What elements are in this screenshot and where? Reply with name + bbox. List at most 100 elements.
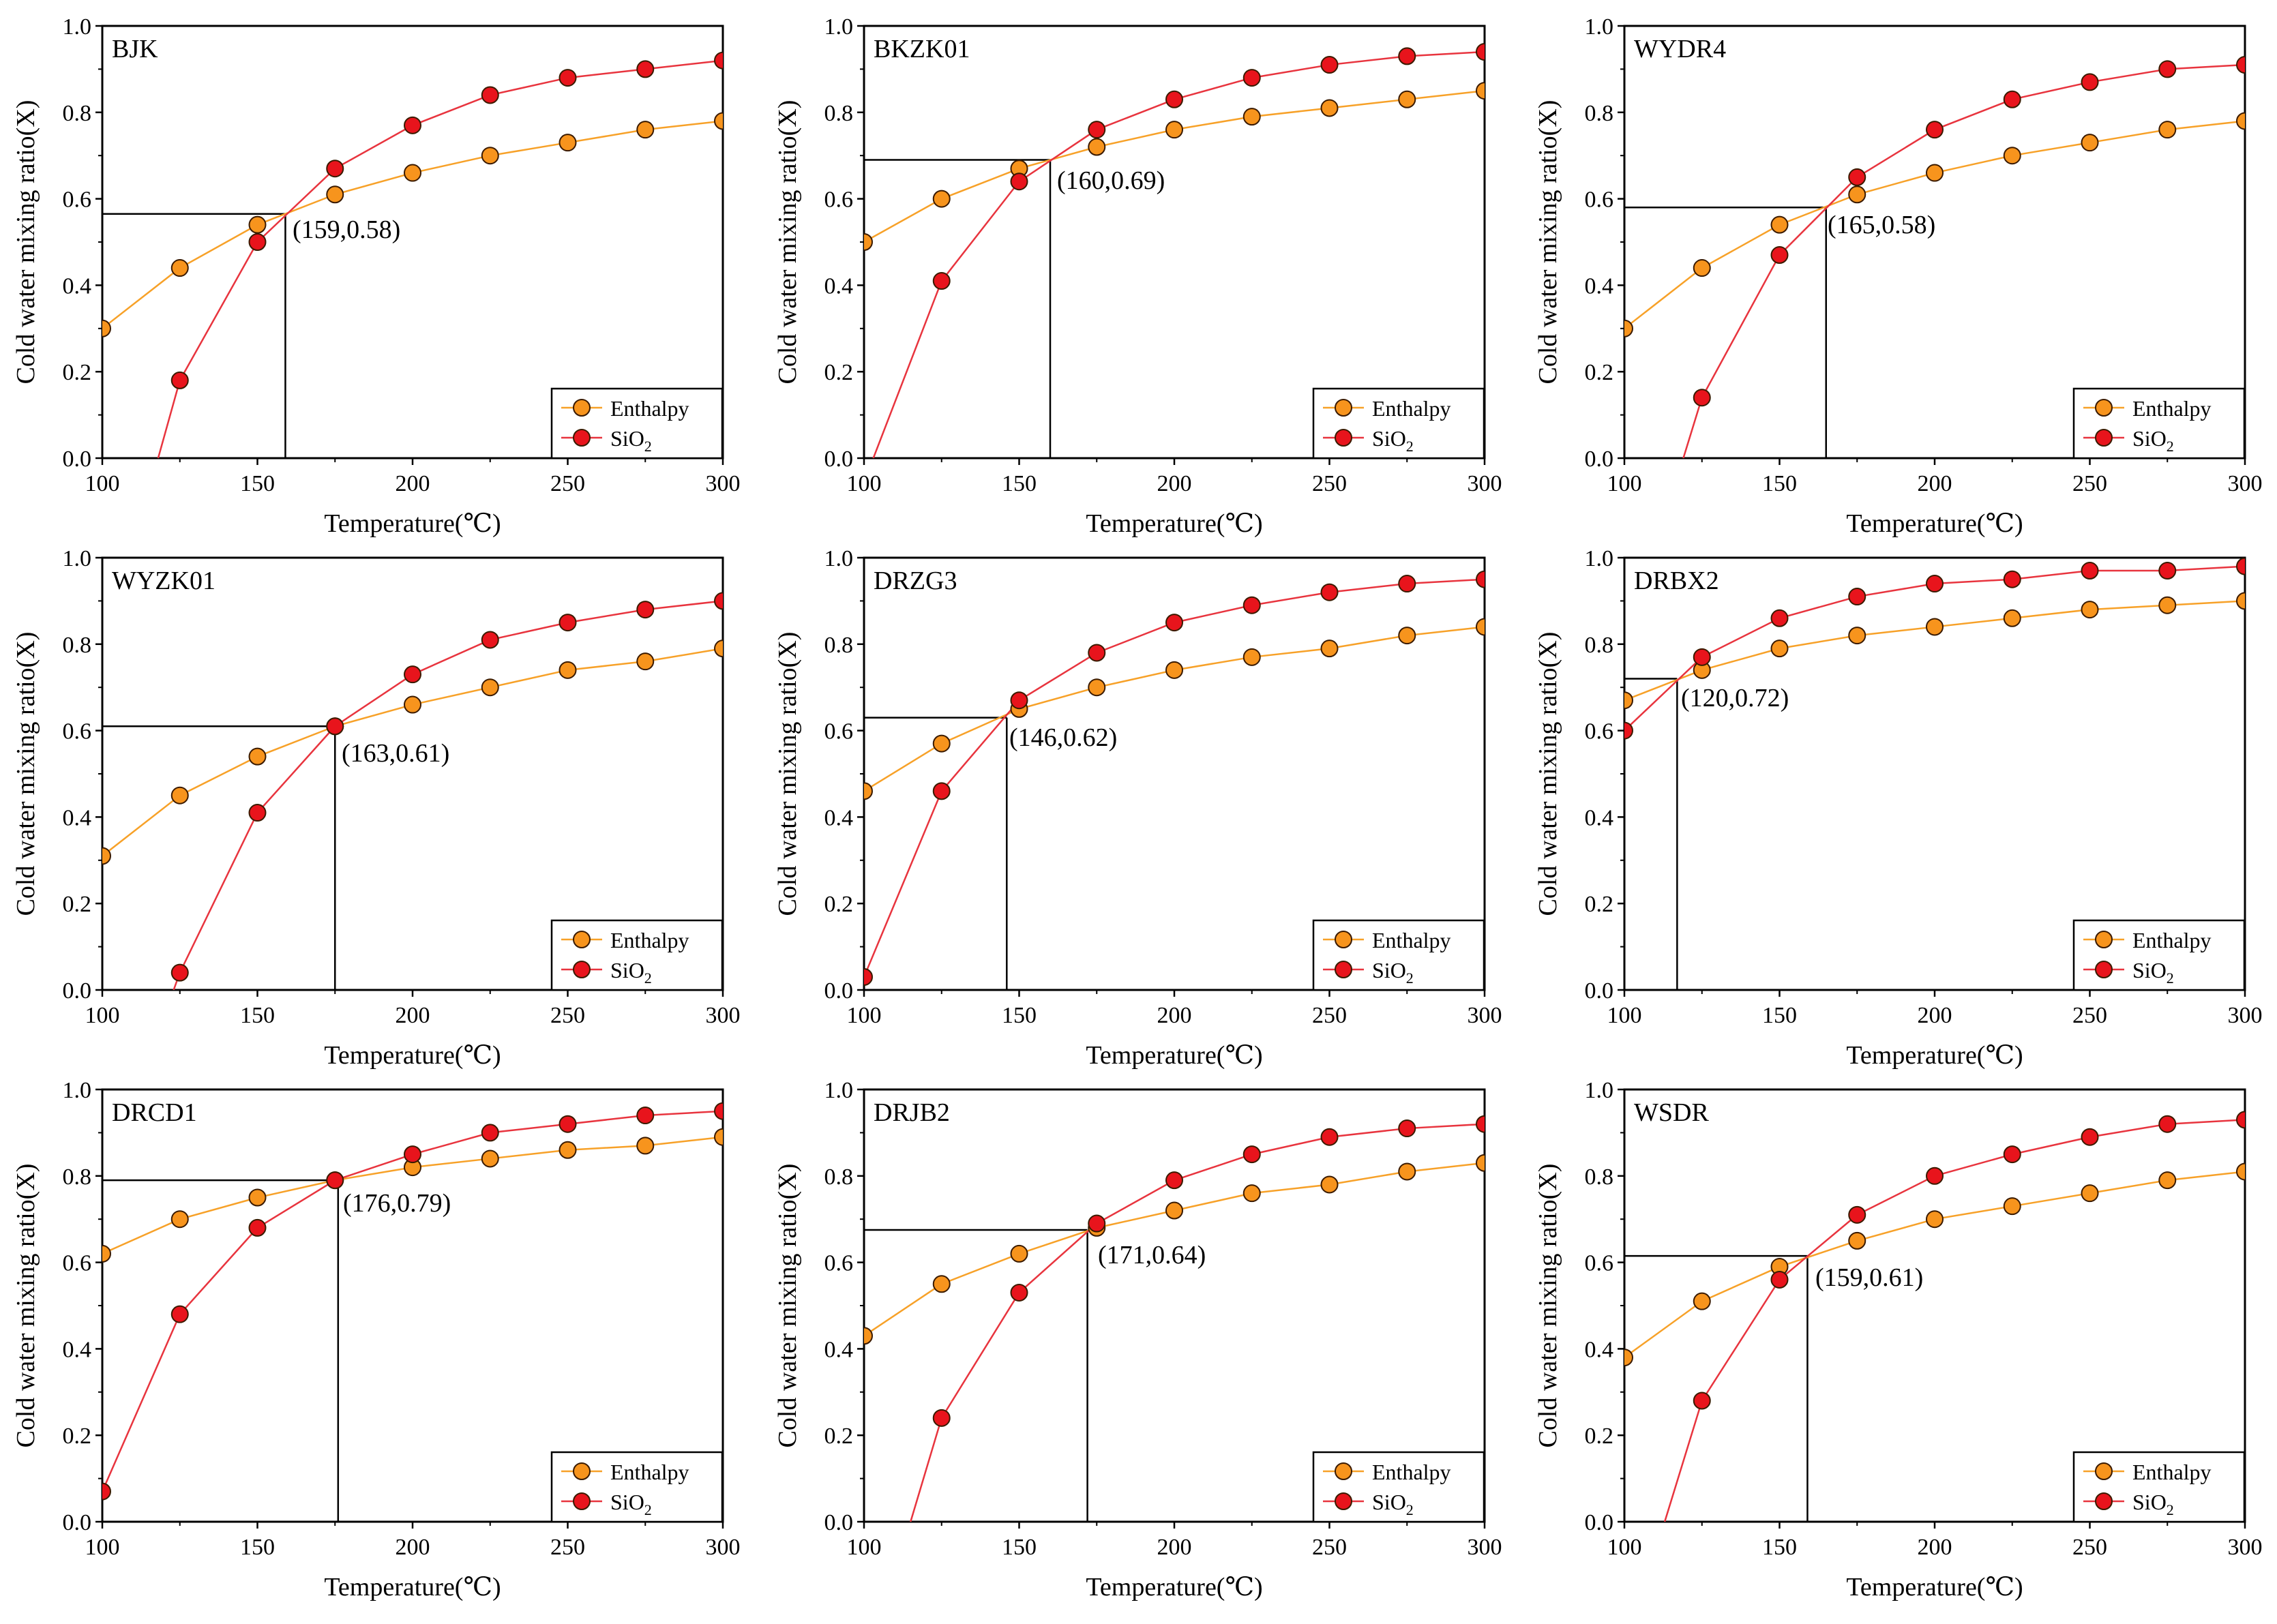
sio2-point (404, 665, 421, 684)
legend-enthalpy-marker (573, 931, 591, 948)
x-tick-label: 100 (85, 1535, 120, 1560)
y-tick-label: 0.6 (63, 1251, 92, 1276)
enthalpy-point (1398, 1162, 1416, 1181)
y-tick-label: 1.0 (63, 14, 92, 40)
series-group (1624, 56, 2245, 458)
sio2-point (2081, 73, 2099, 91)
enthalpy-point (481, 147, 499, 165)
enthalpy-point (2081, 601, 2099, 619)
y-tick-label: 0.2 (824, 1424, 854, 1449)
enthalpy-point (2158, 1171, 2177, 1190)
y-tick-label: 0.6 (1585, 187, 1614, 213)
enthalpy-point (248, 1188, 267, 1207)
enthalpy-point (404, 164, 421, 182)
y-tick-label: 0.0 (1585, 978, 1614, 1004)
panel-label: BJK (112, 35, 158, 63)
y-tick-label: 0.0 (63, 978, 92, 1004)
x-tick-label: 250 (1312, 1003, 1347, 1028)
x-tick-label: 100 (847, 471, 882, 496)
x-tick-label: 200 (1918, 1003, 1952, 1028)
y-tick-label: 0.2 (1585, 1424, 1614, 1449)
y-tick-label: 0.2 (824, 360, 854, 385)
intersection-annotation: (120,0.72) (1681, 684, 1789, 712)
y-tick-label: 0.0 (63, 1510, 92, 1535)
legend-sio2-subscript: 2 (1406, 969, 1414, 987)
enthalpy-point (1320, 640, 1339, 658)
sio2-point (2236, 558, 2245, 575)
sio2-point (2003, 1145, 2021, 1164)
y-axis-title: Cold water mixing ratio(X) (773, 1164, 802, 1448)
series-group (102, 51, 723, 458)
x-tick-label: 100 (847, 1003, 882, 1028)
legend-sio2-marker (1335, 1492, 1352, 1510)
y-axis-title: Cold water mixing ratio(X) (1534, 1164, 1562, 1448)
x-tick-label: 300 (1468, 471, 1502, 496)
enthalpy-point (1476, 82, 1485, 100)
legend-sio2-marker (2095, 1492, 2113, 1510)
sio2-point (326, 717, 344, 736)
enthalpy-point (1926, 618, 1944, 636)
legend-enthalpy-marker (573, 1462, 591, 1480)
enthalpy-point (2081, 1184, 2099, 1203)
y-axis-title: Cold water mixing ratio(X) (12, 632, 40, 916)
enthalpy-point (1770, 640, 1789, 658)
x-tick-label: 250 (2072, 1535, 2107, 1560)
sio2-point (1320, 56, 1339, 74)
sio2-point (1242, 1145, 1261, 1164)
panel-wsdr: 100 150 200 250 300 0.0 0.2 0.4 0.6 0.8 1.0 Tempera… (1534, 1078, 2263, 1602)
y-tick-label: 0.0 (63, 447, 92, 472)
sio2-point (1398, 1119, 1416, 1138)
x-tick-label: 150 (240, 471, 275, 496)
enthalpy-point (932, 734, 951, 753)
sio2-point (2158, 1115, 2177, 1133)
x-axis-title: Temperature(℃) (1086, 1573, 1262, 1602)
enthalpy-point (481, 678, 499, 697)
y-tick-label: 0.4 (824, 805, 854, 830)
sio2-point (714, 51, 723, 70)
sio2-point (636, 601, 655, 619)
intersection-annotation: (160,0.69) (1057, 166, 1165, 195)
sio2-point (932, 782, 951, 800)
y-tick-label: 0.8 (1585, 1164, 1614, 1190)
legend-enthalpy-marker (1335, 1462, 1352, 1480)
legend-enthalpy-marker (2095, 1462, 2113, 1480)
enthalpy-point (1624, 319, 1633, 337)
y-tick-label: 0.0 (1585, 447, 1614, 472)
panel-label: WSDR (1634, 1098, 1709, 1127)
panel-label: WYZK01 (112, 567, 215, 595)
sio2-point (1088, 1214, 1106, 1233)
y-axis-title: Cold water mixing ratio(X) (1534, 100, 1562, 385)
intersection-annotation: (171,0.64) (1098, 1241, 1206, 1269)
sio2-point (864, 967, 873, 986)
enthalpy-point (1088, 678, 1106, 697)
enthalpy-point (864, 1327, 873, 1345)
panel-label: DRCD1 (112, 1098, 197, 1127)
y-tick-label: 0.6 (824, 1251, 854, 1276)
sio2-point (1848, 1205, 1866, 1224)
x-tick-label: 200 (1918, 471, 1952, 496)
x-tick-label: 150 (1762, 471, 1797, 496)
intersection-annotation: (159,0.61) (1815, 1263, 1923, 1292)
sio2-point (1770, 609, 1789, 627)
enthalpy-point (170, 259, 189, 277)
y-tick-label: 0.8 (63, 633, 92, 658)
y-tick-label: 0.4 (824, 273, 854, 299)
legend-enthalpy-label: Enthalpy (2132, 396, 2212, 421)
sio2-point (481, 631, 499, 649)
y-axis-title: Cold water mixing ratio(X) (773, 100, 802, 385)
sio2-point (248, 1218, 267, 1237)
legend-sio2-marker (573, 429, 591, 447)
x-tick-label: 150 (240, 1003, 275, 1028)
y-tick-label: 0.8 (824, 101, 854, 126)
enthalpy-point (559, 134, 577, 152)
y-axis-title: Cold water mixing ratio(X) (1534, 632, 1562, 916)
enthalpy-line (1624, 1171, 2245, 1359)
enthalpy-point (2158, 121, 2177, 139)
sio2-point (932, 1409, 951, 1427)
y-tick-label: 1.0 (824, 546, 854, 571)
x-tick-label: 100 (1607, 471, 1642, 496)
enthalpy-point (559, 661, 577, 679)
sio2-point (714, 592, 723, 610)
